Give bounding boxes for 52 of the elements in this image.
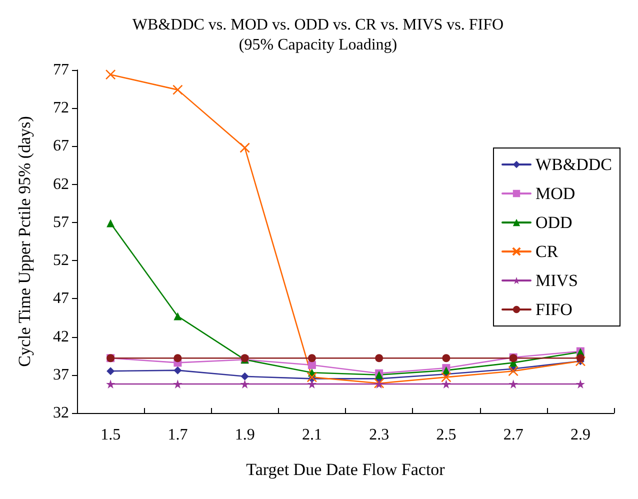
point (174, 354, 182, 362)
point (308, 360, 316, 369)
point (306, 372, 318, 382)
y-tick-label: 42 (53, 328, 69, 346)
point (106, 219, 115, 228)
point (240, 372, 249, 380)
legend-label: MIVS (536, 271, 578, 290)
legend-label: MOD (536, 184, 576, 203)
y-tick-label: 47 (53, 290, 69, 308)
y-tick-label: 77 (53, 62, 69, 78)
legend-label: ODD (536, 213, 572, 232)
point (105, 69, 116, 80)
point (173, 380, 182, 389)
point (576, 354, 584, 362)
point (240, 380, 250, 389)
point (375, 354, 384, 362)
point (442, 354, 450, 362)
x-tick-label: 2.3 (369, 426, 390, 444)
x-tick-label: 2.1 (302, 426, 322, 444)
point (576, 380, 585, 389)
x-tick-label: 1.9 (234, 426, 255, 444)
y-tick-label: 37 (53, 366, 69, 384)
point (508, 366, 518, 376)
x-tick-label: 1.5 (100, 426, 121, 444)
y-tick-label: 32 (53, 404, 69, 422)
legend-label: WB&DDC (536, 155, 612, 174)
y-tick-label: 67 (53, 138, 69, 155)
x-tick-label: 1.7 (168, 426, 188, 444)
point (106, 367, 115, 376)
point (308, 354, 316, 362)
point (172, 84, 183, 95)
y-tick-label: 57 (53, 214, 69, 231)
x-tick-label: 2.5 (436, 426, 456, 444)
chart-title: WB&DDC vs. MOD vs. ODD vs. CR vs. MIVS vs. FIFO (132, 16, 504, 34)
x-tick-label: 2.7 (503, 426, 524, 444)
legend-label: FIFO (536, 300, 572, 319)
y-axis-title: Cycle Time Upper Pctile 95% (days) (15, 116, 34, 367)
y-tick-label: 62 (53, 176, 69, 193)
point (508, 380, 518, 389)
point (174, 366, 182, 374)
legend-label: CR (536, 242, 559, 261)
point (106, 380, 116, 389)
x-axis-title: Target Due Date Flow Factor (246, 460, 446, 479)
point (442, 380, 451, 389)
point (240, 142, 250, 153)
y-tick-label: 72 (53, 100, 69, 117)
point (441, 372, 452, 382)
y-tick-label: 52 (53, 252, 69, 270)
chart-subtitle: (95% Capacity Loading) (238, 36, 398, 54)
point (174, 312, 182, 320)
x-tick-label: 2.9 (570, 426, 590, 444)
point (307, 380, 316, 389)
